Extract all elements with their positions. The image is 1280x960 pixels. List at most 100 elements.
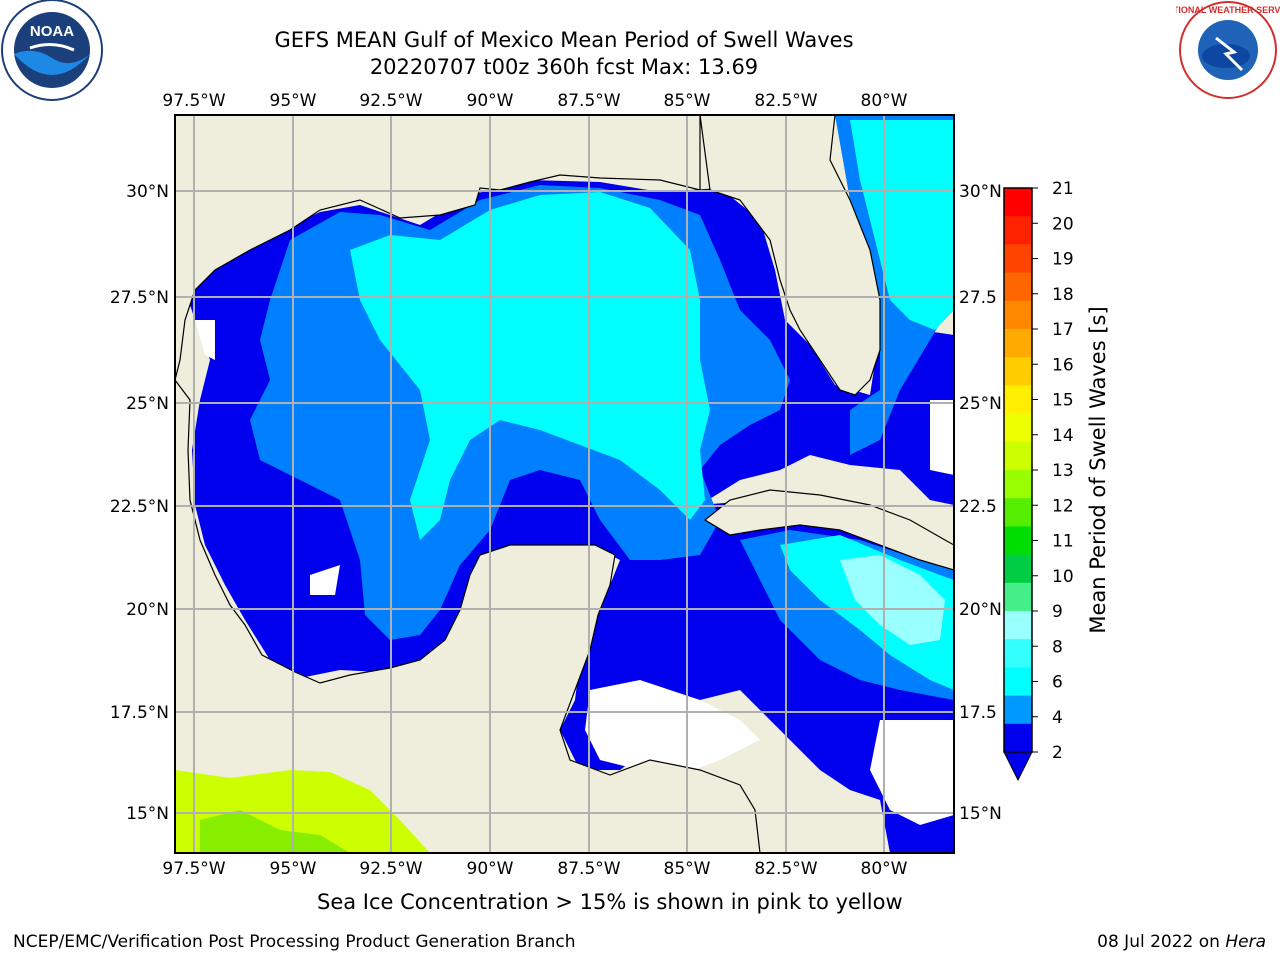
lon-ticks-top: 97.5°W 95°W 92.5°W 90°W 87.5°W 85°W 82.5… xyxy=(162,91,907,111)
noaa-logo: NOAA xyxy=(1,0,103,101)
colorbar-segment xyxy=(1004,300,1032,330)
lat-tick-right: 30°N xyxy=(959,182,1002,202)
no-data-patch xyxy=(195,320,215,360)
lat-tick-left: 20°N xyxy=(126,600,169,620)
lat-tick-right: 15°N xyxy=(959,804,1002,824)
swell-band-6-8-east xyxy=(850,120,954,330)
colorbar-tick-label: 20 xyxy=(1052,214,1074,234)
colorbar-segment xyxy=(1004,498,1032,527)
land-cuba xyxy=(703,489,954,571)
lat-tick-left: 25°N xyxy=(126,394,169,414)
colorbar-tick-label: 8 xyxy=(1052,637,1063,657)
lat-ticks-right: 30°N 27.5 25°N 22.5 20°N 17.5 15°N xyxy=(959,182,1002,824)
lat-tick-right: 20°N xyxy=(959,600,1002,620)
lon-tick-top: 92.5°W xyxy=(359,91,422,111)
colorbar-ticks: 21 20 19 18 17 16 15 14 13 12 11 10 9 8 6 4 2 xyxy=(1032,179,1074,763)
sea-ice-note: Sea Ice Concentration > 15% is shown in … xyxy=(317,890,903,914)
lon-tick-bottom: 97.5°W xyxy=(162,859,225,879)
lon-tick-bottom: 92.5°W xyxy=(359,859,422,879)
lat-tick-left: 27.5°N xyxy=(110,288,169,308)
credit-line: NCEP/EMC/Verification Post Processing Pr… xyxy=(13,932,576,952)
colorbar-segment xyxy=(1004,188,1032,217)
colorbar-segment xyxy=(1004,357,1032,386)
colorbar-tick-label: 9 xyxy=(1052,602,1063,622)
swell-band-8-9-caribbean xyxy=(840,555,945,645)
colorbar-segment xyxy=(1004,272,1032,302)
nws-logo: NATIONAL WEATHER SERVICE xyxy=(1176,1,1280,99)
lon-tick-top: 85°W xyxy=(664,91,711,111)
colorbar-segment xyxy=(1004,413,1032,443)
colorbar-tick-label: 18 xyxy=(1052,285,1074,305)
map-area xyxy=(175,115,954,853)
lon-tick-bottom: 82.5°W xyxy=(754,859,817,879)
land-florida xyxy=(699,115,881,396)
land-mexico xyxy=(175,379,761,853)
colorbar-tick-label: 21 xyxy=(1052,179,1074,199)
date-text: 08 Jul 2022 on xyxy=(1097,932,1220,952)
colorbar-extend-arrow xyxy=(1003,751,1033,782)
colorbar xyxy=(1004,188,1032,753)
colorbar-segment xyxy=(1004,216,1032,245)
lon-tick-bottom: 80°W xyxy=(861,859,908,879)
lon-tick-top: 80°W xyxy=(861,91,908,111)
graticule xyxy=(175,115,954,853)
map-subtitle: 20220707 t00z 360h fcst Max: 13.69 xyxy=(369,55,759,79)
lat-ticks-left: 30°N 27.5°N 25°N 22.5°N 20°N 17.5°N 15°N xyxy=(110,182,169,824)
colorbar-segment xyxy=(1004,385,1032,415)
no-data-patch xyxy=(870,720,954,825)
colorbar-tick-label: 10 xyxy=(1052,567,1074,587)
colorbar-tick-label: 13 xyxy=(1052,461,1074,481)
colorbar-segment xyxy=(1004,554,1032,584)
colorbar-tick-label: 14 xyxy=(1052,426,1074,446)
no-data-patch xyxy=(585,680,760,775)
colorbar-segment xyxy=(1004,639,1032,668)
no-data-patch xyxy=(310,565,340,595)
swell-band-11-12 xyxy=(200,810,350,853)
colorbar-label: Mean Period of Swell Waves [s] xyxy=(1086,306,1110,634)
colorbar-segment xyxy=(1004,723,1032,753)
lat-tick-right: 22.5 xyxy=(959,497,997,517)
colorbar-tick-label: 17 xyxy=(1052,320,1074,340)
swell-band-6-8 xyxy=(350,192,710,540)
colorbar-tick-label: 4 xyxy=(1052,708,1063,728)
colorbar-tick-label: 19 xyxy=(1052,250,1074,270)
colorbar-segment xyxy=(1004,329,1032,358)
lat-tick-right: 27.5 xyxy=(959,288,997,308)
map-title: GEFS MEAN Gulf of Mexico Mean Period of … xyxy=(274,28,854,52)
lat-tick-right: 25°N xyxy=(959,394,1002,414)
lat-tick-left: 17.5°N xyxy=(110,703,169,723)
colorbar-segment xyxy=(1004,470,1032,499)
no-data-patch xyxy=(930,400,954,475)
lon-tick-bottom: 85°W xyxy=(664,859,711,879)
lat-tick-left: 22.5°N xyxy=(110,497,169,517)
colorbar-tick-label: 12 xyxy=(1052,496,1074,516)
lon-tick-top: 82.5°W xyxy=(754,91,817,111)
nws-logo-text: NATIONAL WEATHER SERVICE xyxy=(1176,5,1280,15)
land-us-coast xyxy=(175,115,701,381)
colorbar-segment xyxy=(1004,695,1032,725)
lon-ticks-bottom: 97.5°W 95°W 92.5°W 90°W 87.5°W 85°W 82.5… xyxy=(162,859,907,879)
map-frame xyxy=(174,114,955,854)
lat-tick-right: 17.5 xyxy=(959,703,997,723)
colorbar-segment xyxy=(1004,582,1032,612)
lon-tick-top: 95°W xyxy=(270,91,317,111)
colorbar-segment xyxy=(1004,611,1032,640)
lon-tick-bottom: 90°W xyxy=(467,859,514,879)
lon-tick-top: 97.5°W xyxy=(162,91,225,111)
lat-tick-left: 15°N xyxy=(126,804,169,824)
host-name: Hera xyxy=(1225,932,1266,952)
colorbar-segment xyxy=(1004,244,1032,274)
noaa-logo-text: NOAA xyxy=(30,23,74,40)
colorbar-segment xyxy=(1004,667,1032,697)
colorbar-tick-label: 6 xyxy=(1052,673,1063,693)
lon-tick-top: 90°W xyxy=(467,91,514,111)
colorbar-segment xyxy=(1004,526,1032,556)
colorbar-tick-label: 16 xyxy=(1052,355,1074,375)
colorbar-tick-label: 2 xyxy=(1052,743,1063,763)
colorbar-tick-label: 15 xyxy=(1052,391,1074,411)
lon-tick-bottom: 95°W xyxy=(270,859,317,879)
lon-tick-bottom: 87.5°W xyxy=(557,859,620,879)
lat-tick-left: 30°N xyxy=(126,182,169,202)
lon-tick-top: 87.5°W xyxy=(557,91,620,111)
